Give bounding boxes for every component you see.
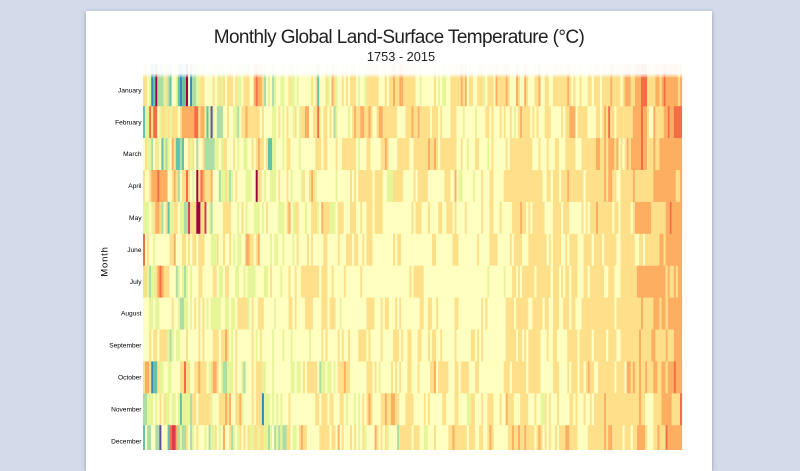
svg-text:September: September <box>109 343 142 350</box>
svg-text:December: December <box>111 438 142 445</box>
svg-text:Month: Month <box>100 246 111 276</box>
svg-text:November: November <box>111 406 142 413</box>
svg-text:March: March <box>123 151 142 158</box>
svg-text:January: January <box>118 88 142 95</box>
svg-text:June: June <box>127 247 142 254</box>
svg-text:February: February <box>115 119 142 126</box>
svg-text:May: May <box>129 215 142 222</box>
svg-text:October: October <box>118 375 142 382</box>
svg-text:July: July <box>130 279 142 286</box>
svg-text:August: August <box>121 311 142 318</box>
svg-text:April: April <box>128 183 142 190</box>
